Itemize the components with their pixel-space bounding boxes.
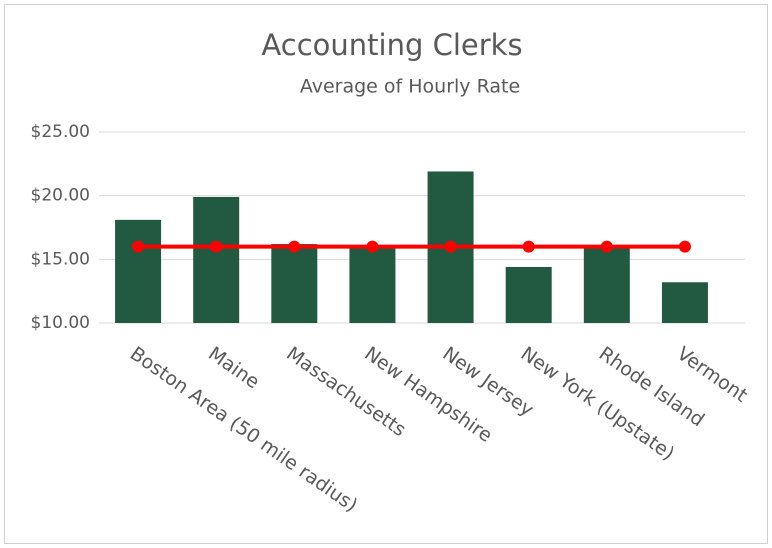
- bar: [505, 266, 552, 323]
- y-tick-label: $10.00: [31, 313, 90, 333]
- bar: [115, 219, 162, 323]
- line-marker: [600, 240, 613, 253]
- chart-subtitle: Average of Hourly Rate: [300, 76, 520, 98]
- bar: [661, 282, 708, 323]
- y-tick-label: $15.00: [31, 249, 90, 269]
- line-marker: [678, 240, 691, 253]
- chart-title: Accounting Clerks: [261, 28, 522, 62]
- line-marker: [444, 240, 457, 253]
- line-marker: [366, 240, 379, 253]
- line-marker: [132, 240, 145, 253]
- line-marker: [522, 240, 535, 253]
- y-tick-label: $25.00: [31, 122, 90, 142]
- bar: [349, 245, 396, 323]
- line-marker: [288, 240, 301, 253]
- bar: [271, 244, 318, 323]
- line-marker: [210, 240, 223, 253]
- y-tick-label: $20.00: [31, 186, 90, 206]
- bar: [583, 246, 630, 323]
- bar: [193, 196, 240, 323]
